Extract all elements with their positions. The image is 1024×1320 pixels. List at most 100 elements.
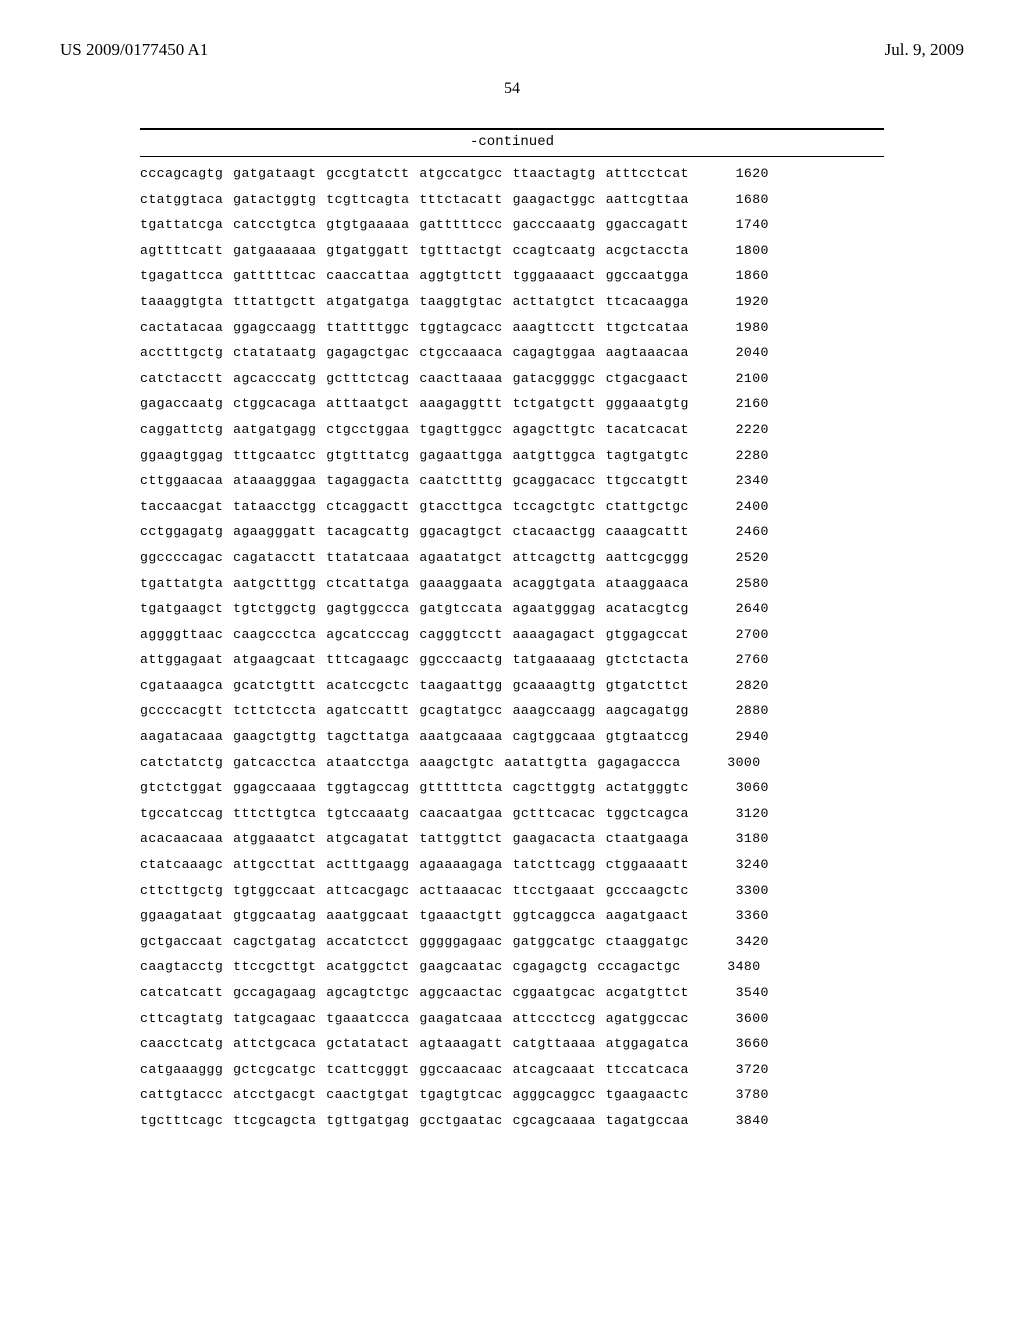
sequence-row: tgccatccagtttcttgtcatgtccaaatgcaacaatgaa… <box>140 807 964 820</box>
sequence-groups: catcatcattgccagagaagagcagtctgcaggcaactac… <box>140 986 699 999</box>
sequence-group: ttccgcttgt <box>233 960 316 973</box>
sequence-group: atggaaatct <box>233 832 316 845</box>
sequence-group: catgaaaggg <box>140 1063 223 1076</box>
sequence-group: taagaattgg <box>419 679 502 692</box>
sequence-group: tagaggacta <box>326 474 409 487</box>
sequence-groups: cactatacaaggagccaaggttattttggctggtagcacc… <box>140 321 699 334</box>
sequence-group: attcacgagc <box>326 884 409 897</box>
sequence-position: 1980 <box>727 321 769 334</box>
sequence-groups: agttttcattgatgaaaaaagtgatggatttgtttactgt… <box>140 244 699 257</box>
sequence-group: gaagactggc <box>513 193 596 206</box>
sequence-group: accatctcct <box>326 935 409 948</box>
sequence-group: aattcgttaa <box>606 193 689 206</box>
sequence-group: acatacgtcg <box>606 602 689 615</box>
sequence-row: acctttgctgctatataatggagagctgacctgccaaaca… <box>140 346 964 359</box>
sequence-position: 3720 <box>727 1063 769 1076</box>
sequence-group: tatgcagaac <box>233 1012 316 1025</box>
sequence-group: gagagctgac <box>326 346 409 359</box>
sequence-group: gtctctacta <box>606 653 689 666</box>
sequence-position: 3060 <box>727 781 769 794</box>
sequence-group: cttcttgctg <box>140 884 223 897</box>
sequence-group: caagtacctg <box>140 960 223 973</box>
sequence-row: cttcttgctgtgtggccaatattcacgagcacttaaacac… <box>140 884 964 897</box>
sequence-group: aattcgcggg <box>606 551 689 564</box>
sequence-groups: cttcttgctgtgtggccaatattcacgagcacttaaacac… <box>140 884 699 897</box>
sequence-row: cgataaagcagcatctgtttacatccgctctaagaattgg… <box>140 679 964 692</box>
sequence-group: gctcgcatgc <box>233 1063 316 1076</box>
sequence-group: aaatggcaat <box>326 909 409 922</box>
sequence-group: tcattcgggt <box>326 1063 409 1076</box>
sequence-position: 2340 <box>727 474 769 487</box>
sequence-groups: caacctcatgattctgcacagctatatactagtaaagatt… <box>140 1037 699 1050</box>
sequence-group: tttcttgtca <box>233 807 316 820</box>
sequence-group: taaaggtgta <box>140 295 223 308</box>
sequence-group: tgagattcca <box>140 269 223 282</box>
sequence-groups: gctgaccaatcagctgatagaccatctcctgggggagaac… <box>140 935 699 948</box>
sequence-group: gatgataagt <box>233 167 316 180</box>
sequence-group: taccaacgat <box>140 500 223 513</box>
sequence-group: ataaagggaa <box>233 474 316 487</box>
sequence-group: acttaaacac <box>419 884 502 897</box>
doc-date: Jul. 9, 2009 <box>885 40 964 60</box>
sequence-group: catctatctg <box>140 756 223 769</box>
sequence-position: 2640 <box>727 602 769 615</box>
sequence-position: 3480 <box>719 960 761 973</box>
sequence-row: taccaacgattataacctggctcaggacttgtaccttgca… <box>140 500 964 513</box>
sequence-row: caggattctgaatgatgaggctgcctggaatgagttggcc… <box>140 423 964 436</box>
sequence-group: ctacaactgg <box>513 525 596 538</box>
sequence-groups: tgagattccagatttttcaccaaccattaaaggtgttctt… <box>140 269 699 282</box>
sequence-group: gagagaccca <box>597 756 680 769</box>
sequence-row: gtctctggatggagccaaaatggtagccaggttttttcta… <box>140 781 964 794</box>
sequence-position: 1680 <box>727 193 769 206</box>
sequence-group: catcatcatt <box>140 986 223 999</box>
sequence-position: 2580 <box>727 577 769 590</box>
sequence-group: tgagttggcc <box>419 423 502 436</box>
sequence-group: ctaatgaaga <box>606 832 689 845</box>
sequence-group: aaatgcaaaa <box>419 730 502 743</box>
sequence-group: cagagtggaa <box>513 346 596 359</box>
sequence-group: tgtctggctg <box>233 602 316 615</box>
sequence-group: ttattttggc <box>326 321 409 334</box>
sequence-groups: attggagaatatgaagcaattttcagaagcggcccaactg… <box>140 653 699 666</box>
sequence-group: gcaaaagttg <box>513 679 596 692</box>
sequence-groups: aggggttaaccaagccctcaagcatcccagcagggtcctt… <box>140 628 699 641</box>
sequence-group: gatacggggc <box>513 372 596 385</box>
sequence-groups: gtctctggatggagccaaaatggtagccaggttttttcta… <box>140 781 699 794</box>
sequence-groups: tgattatgtaaatgctttggctcattatgagaaaggaata… <box>140 577 699 590</box>
sequence-group: tggctcagca <box>606 807 689 820</box>
sequence-group: aagatgaact <box>606 909 689 922</box>
sequence-position: 3180 <box>727 832 769 845</box>
sequence-group: gaagatcaaa <box>419 1012 502 1025</box>
sequence-group: gacccaaatg <box>513 218 596 231</box>
sequence-row: agttttcattgatgaaaaaagtgatggatttgtttactgt… <box>140 244 964 257</box>
sequence-row: gctgaccaatcagctgatagaccatctcctgggggagaac… <box>140 935 964 948</box>
sequence-group: acatccgctc <box>326 679 409 692</box>
sequence-group: ctaaggatgc <box>606 935 689 948</box>
sequence-position: 3240 <box>727 858 769 871</box>
sequence-group: ttatatcaaa <box>326 551 409 564</box>
sequence-row: ctatcaaagcattgccttatactttgaaggagaaaagaga… <box>140 858 964 871</box>
sequence-position: 2940 <box>727 730 769 743</box>
sequence-position: 2280 <box>727 449 769 462</box>
sequence-position: 2520 <box>727 551 769 564</box>
sequence-group: tacagcattg <box>326 525 409 538</box>
sequence-group: acgctaccta <box>606 244 689 257</box>
sequence-group: attcagcttg <box>513 551 596 564</box>
sequence-group: tgagtgtcac <box>419 1088 502 1101</box>
sequence-group: gtgatggatt <box>326 244 409 257</box>
sequence-group: agtaaagatt <box>419 1037 502 1050</box>
sequence-groups: cgataaagcagcatctgtttacatccgctctaagaattgg… <box>140 679 699 692</box>
sequence-group: gatttttccc <box>419 218 502 231</box>
sequence-group: cactatacaa <box>140 321 223 334</box>
sequence-group: gtggagccat <box>606 628 689 641</box>
sequence-position: 1920 <box>727 295 769 308</box>
sequence-group: cccagactgc <box>597 960 680 973</box>
sequence-group: tttgcaatcc <box>233 449 316 462</box>
doc-id: US 2009/0177450 A1 <box>60 40 208 60</box>
sequence-group: ggacagtgct <box>419 525 502 538</box>
sequence-row: attggagaatatgaagcaattttcagaagcggcccaactg… <box>140 653 964 666</box>
sequence-group: catgttaaaa <box>513 1037 596 1050</box>
sequence-group: ctatcaaagc <box>140 858 223 871</box>
sequence-group: ttgccatgtt <box>606 474 689 487</box>
sequence-group: ggtcaggcca <box>513 909 596 922</box>
